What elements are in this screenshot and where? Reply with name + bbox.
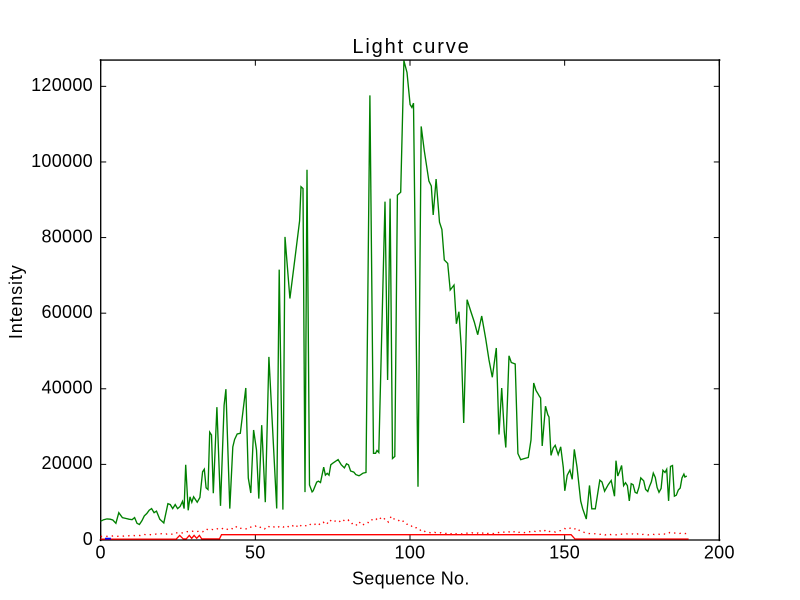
svg-text:80000: 80000 xyxy=(41,226,93,246)
svg-text:Light curve: Light curve xyxy=(352,36,470,58)
svg-text:200: 200 xyxy=(704,542,735,562)
svg-text:150: 150 xyxy=(549,542,580,562)
svg-text:120000: 120000 xyxy=(31,75,93,95)
svg-text:Intensity: Intensity xyxy=(6,264,26,339)
svg-text:50: 50 xyxy=(245,542,266,562)
svg-text:0: 0 xyxy=(83,529,93,549)
svg-text:Sequence No.: Sequence No. xyxy=(352,569,470,589)
svg-text:20000: 20000 xyxy=(41,453,93,473)
svg-text:100: 100 xyxy=(395,542,426,562)
svg-text:60000: 60000 xyxy=(41,302,93,322)
svg-text:100000: 100000 xyxy=(31,151,93,171)
svg-text:0: 0 xyxy=(96,542,106,562)
svg-text:40000: 40000 xyxy=(41,378,93,398)
